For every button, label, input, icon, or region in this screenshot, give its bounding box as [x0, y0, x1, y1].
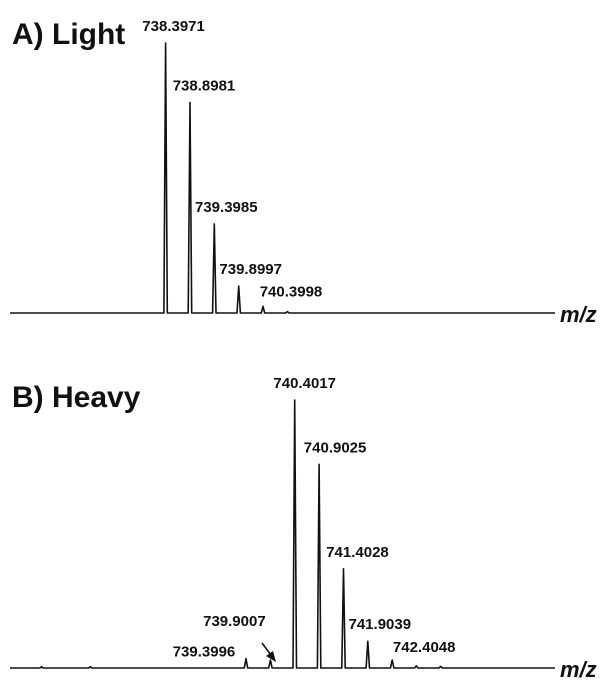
panel-heavy: B) Heavy 739.3996 739.9007 740.4017 740.902… [10, 375, 597, 682]
annotation-arrowhead [266, 651, 276, 662]
peak-label-light: 738.3971 [142, 18, 205, 35]
annotation-arrow-line [261, 642, 272, 656]
peak-label-light: 739.3985 [195, 199, 258, 216]
panel-title-light: A) Light [12, 18, 125, 51]
peak-label-heavy: 742.4048 [393, 639, 456, 656]
peak-label-heavy: 739.3996 [173, 644, 236, 661]
panel-title-heavy: B) Heavy [12, 381, 141, 414]
peak-label-light: 739.8997 [219, 261, 282, 278]
peak-label-light: 740.3998 [260, 283, 323, 300]
peak-label-heavy: 741.4028 [326, 544, 389, 561]
peak-labels-light: 738.3971 738.8981 739.3985 739.8997 740.3998 [142, 18, 322, 300]
peak-label-heavy: 741.9039 [349, 616, 412, 633]
peak-label-heavy: 739.9007 [203, 613, 266, 630]
x-axis-label-light: m/z [560, 302, 597, 327]
peak-label-light: 738.8981 [173, 77, 236, 94]
peak-label-heavy: 740.4017 [273, 375, 336, 392]
peak-label-heavy: 740.9025 [304, 439, 367, 456]
spectrum-trace-heavy [10, 399, 555, 669]
panel-light: A) Light 738.3971 738.8981 739.3985 739.899… [10, 18, 597, 327]
peak-labels-heavy: 739.3996 739.9007 740.4017 740.9025 741.4028… [173, 375, 456, 661]
spectrum-trace-light [10, 42, 555, 314]
x-axis-label-heavy: m/z [560, 657, 597, 682]
